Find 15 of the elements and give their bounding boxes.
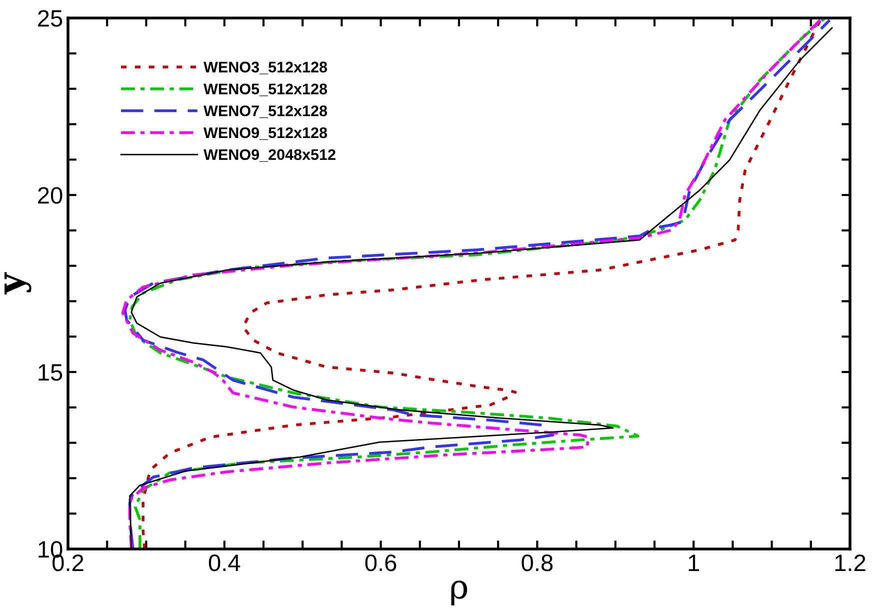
y-tick-label: 25: [38, 10, 62, 27]
x-tick-label: 1: [688, 554, 700, 571]
legend-label: WENO9_512x128: [204, 127, 328, 140]
legend-label: WENO9_2048x512: [204, 149, 336, 162]
x-tick-label: 0.4: [208, 554, 240, 572]
x-tick-label: 1.2: [835, 554, 866, 571]
y-tick-label: 15: [38, 364, 62, 381]
x-tick-label: 0.6: [365, 554, 396, 572]
x-tick-label: 0.8: [522, 554, 553, 572]
legend-label: WENO3_512x128: [204, 62, 328, 74]
y-tick-label: 20: [38, 187, 62, 204]
legend-label: WENO7_512x128: [204, 105, 328, 118]
x-axis-title: ρ: [451, 580, 468, 606]
y-axis-title: y: [4, 272, 32, 294]
legend-label: WENO5_512x128: [204, 84, 328, 96]
